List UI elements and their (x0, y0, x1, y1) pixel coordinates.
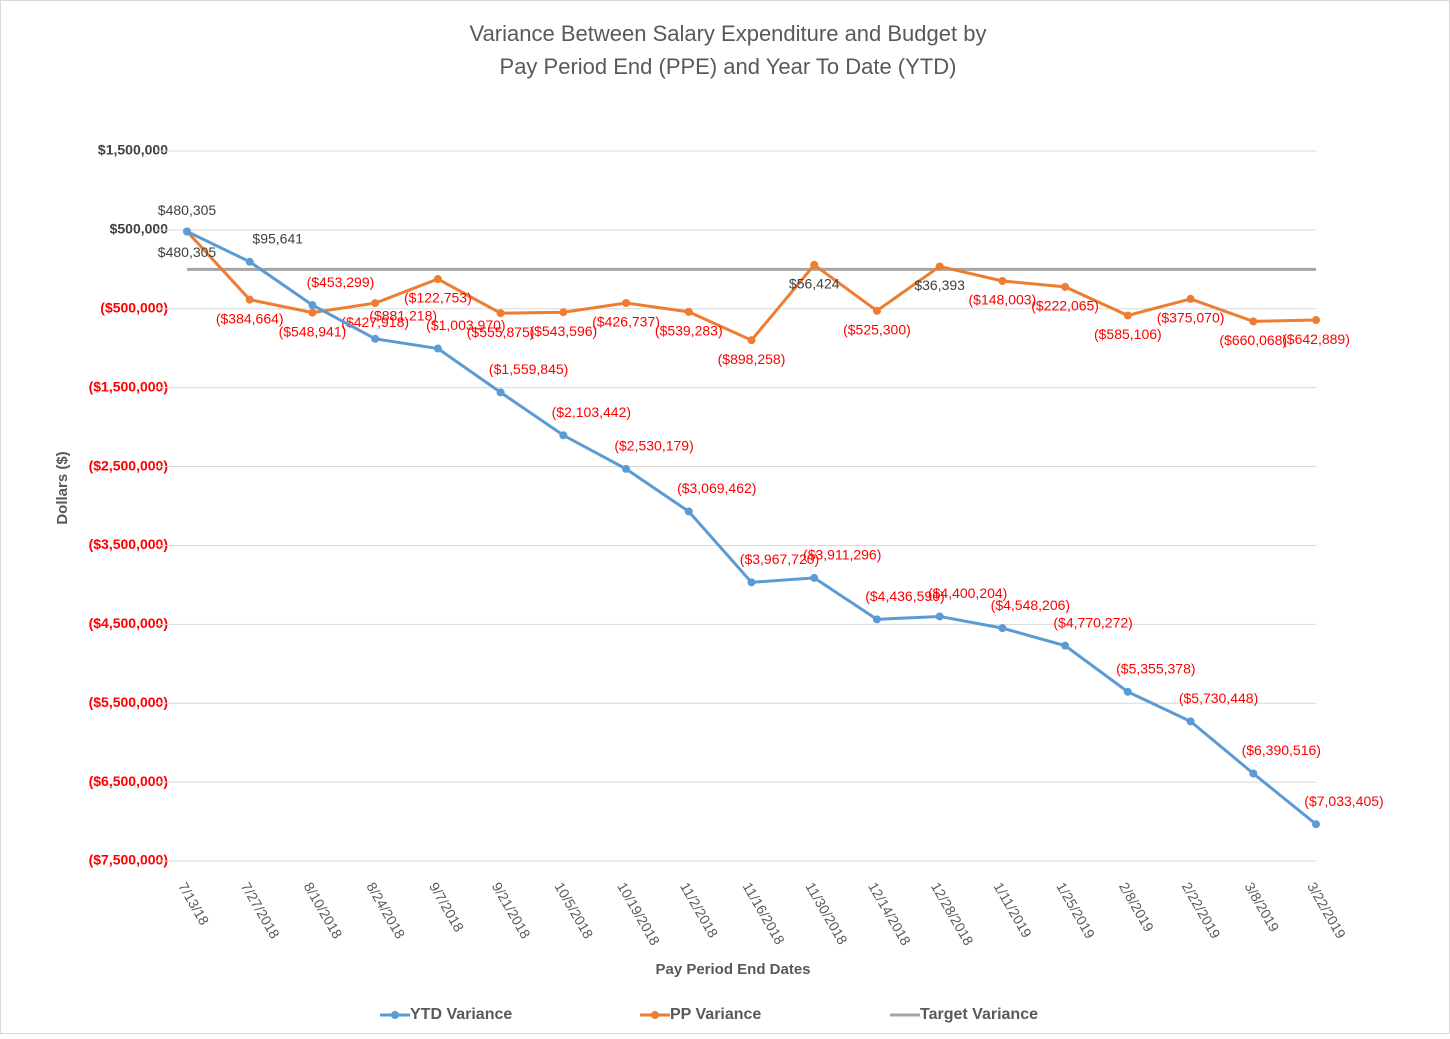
y-axis-title: Dollars ($) (54, 451, 71, 524)
data-point (872, 306, 881, 315)
data-label: ($222,065) (1031, 298, 1099, 314)
data-point (1061, 641, 1070, 650)
data-point (684, 507, 693, 516)
data-point (1312, 316, 1320, 325)
data-point (245, 257, 254, 266)
data-label: $480,305 (158, 202, 217, 218)
y-tick-label: ($2,500,000) (89, 457, 168, 473)
y-tick-label: $1,500,000 (98, 142, 168, 158)
y-tick-label: ($500,000) (100, 299, 168, 315)
data-point (1123, 687, 1132, 696)
y-tick-label: ($7,500,000) (89, 852, 168, 868)
data-point (747, 336, 756, 345)
data-label: ($427,918) (341, 314, 409, 330)
data-label: ($6,390,516) (1242, 742, 1321, 758)
data-label: ($384,664) (216, 310, 284, 326)
data-point (371, 334, 380, 343)
data-point (872, 615, 881, 624)
data-label: ($898,258) (718, 351, 786, 367)
data-point (622, 464, 631, 473)
data-point (496, 309, 505, 318)
y-tick-label: $500,000 (110, 221, 169, 237)
data-point (622, 298, 631, 307)
data-label: ($4,770,272) (1053, 614, 1132, 630)
legend-marker (651, 1011, 659, 1019)
data-point (245, 295, 254, 304)
data-point (935, 262, 944, 271)
data-point (1186, 294, 1195, 303)
data-point (183, 227, 191, 236)
legend-marker (391, 1011, 399, 1019)
data-label: ($426,737) (592, 314, 660, 330)
data-point (1186, 717, 1195, 726)
data-label: ($555,875) (467, 324, 535, 340)
data-point (747, 578, 756, 587)
data-label: $480,305 (158, 244, 217, 260)
chart-title: Variance Between Salary Expenditure and … (470, 21, 987, 46)
data-label: ($122,753) (404, 290, 472, 306)
data-label: ($5,355,378) (1116, 661, 1195, 677)
data-label: ($148,003) (969, 292, 1037, 308)
data-point (559, 308, 568, 317)
legend-label: PP Variance (670, 1006, 761, 1023)
data-label: ($548,941) (279, 323, 347, 339)
data-label: ($525,300) (843, 321, 911, 337)
data-label: ($2,103,442) (552, 404, 631, 420)
data-point (1312, 820, 1320, 829)
y-tick-label: ($6,500,000) (89, 773, 168, 789)
data-point (1061, 282, 1070, 291)
data-point (308, 308, 317, 317)
x-axis-title: Pay Period End Dates (655, 961, 810, 978)
data-point (1123, 311, 1132, 320)
data-label: $95,641 (252, 230, 303, 246)
data-label: ($7,033,405) (1304, 793, 1383, 809)
data-label: ($543,596) (529, 323, 597, 339)
data-label: ($453,299) (307, 274, 375, 290)
data-label: ($375,070) (1157, 310, 1225, 326)
legend-label: YTD Variance (410, 1006, 512, 1023)
data-label: ($4,400,204) (928, 585, 1007, 601)
data-label: ($3,069,462) (677, 480, 756, 496)
data-label: ($5,730,448) (1179, 690, 1258, 706)
data-label: $36,393 (914, 277, 965, 293)
data-label: ($1,559,845) (489, 361, 568, 377)
data-point (998, 624, 1007, 633)
data-label: $56,424 (789, 276, 840, 292)
data-label: ($1,003,970) (426, 317, 505, 333)
data-point (810, 260, 819, 269)
data-point (559, 431, 568, 440)
data-label: ($539,283) (655, 323, 723, 339)
data-point (1249, 769, 1258, 778)
data-point (371, 299, 380, 308)
y-tick-label: ($1,500,000) (89, 378, 168, 394)
chart-title: Pay Period End (PPE) and Year To Date (Y… (500, 54, 957, 79)
data-point (998, 277, 1007, 286)
legend-label: Target Variance (920, 1006, 1038, 1023)
data-label: ($642,889) (1282, 331, 1350, 347)
data-label: ($881,218) (369, 308, 437, 324)
data-label: ($4,548,206) (991, 597, 1070, 613)
y-tick-label: ($5,500,000) (89, 694, 168, 710)
data-label: ($4,436,596) (865, 588, 944, 604)
data-label: ($3,911,296) (803, 547, 881, 563)
data-point (935, 612, 944, 621)
data-point (433, 275, 442, 284)
data-label: ($585,106) (1094, 326, 1162, 342)
data-point (810, 573, 819, 582)
y-tick-label: ($3,500,000) (89, 536, 168, 552)
data-point (433, 344, 442, 353)
data-label: ($660,068) (1219, 332, 1287, 348)
data-point (684, 307, 693, 316)
data-point (308, 301, 317, 310)
data-label: ($3,967,720) (740, 551, 819, 567)
data-label: ($2,530,179) (614, 438, 693, 454)
data-point (496, 388, 505, 397)
data-point (1249, 317, 1258, 326)
y-tick-label: ($4,500,000) (89, 615, 168, 631)
